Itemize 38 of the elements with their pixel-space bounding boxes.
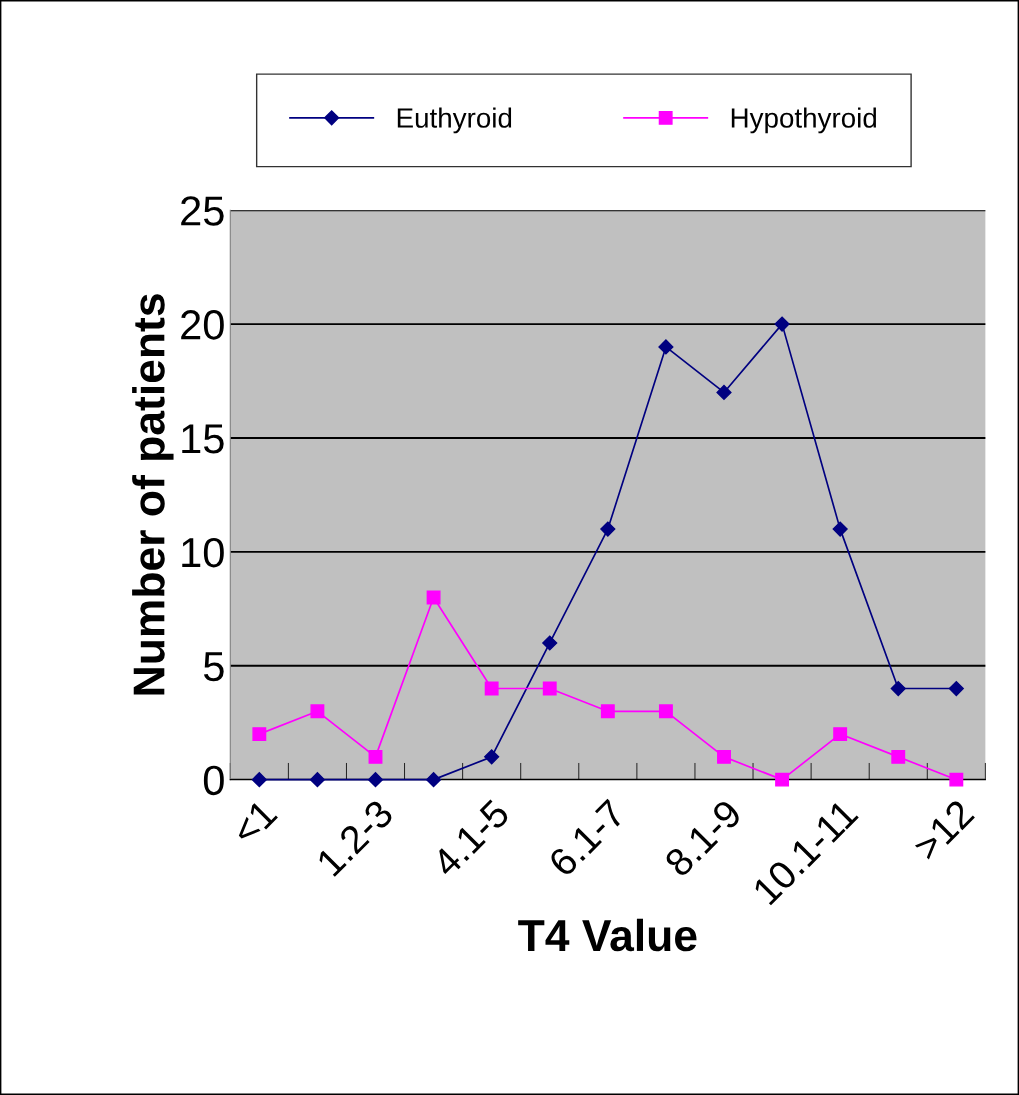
point bbox=[309, 772, 325, 788]
point bbox=[717, 749, 731, 764]
y-tick-label: 10 bbox=[182, 537, 224, 568]
point bbox=[890, 680, 906, 697]
y-tick-label: 15 bbox=[182, 424, 224, 454]
point bbox=[484, 749, 500, 765]
point bbox=[542, 681, 557, 696]
point bbox=[426, 772, 442, 788]
point bbox=[367, 772, 384, 788]
y-tick-label: 20 bbox=[181, 310, 224, 340]
point bbox=[368, 749, 383, 764]
legend-label: Euthyroid bbox=[397, 107, 512, 134]
point bbox=[774, 316, 790, 332]
point bbox=[891, 749, 906, 764]
point bbox=[251, 772, 267, 788]
point bbox=[833, 727, 848, 742]
y-axis-title: Number of patients bbox=[132, 294, 174, 695]
point bbox=[310, 704, 325, 719]
point bbox=[658, 339, 674, 355]
x-axis-title: T4 Value bbox=[518, 918, 697, 952]
point bbox=[600, 521, 616, 537]
y-tick-label: 25 bbox=[181, 196, 224, 226]
point bbox=[716, 384, 732, 401]
y-tick-label: 5 bbox=[203, 652, 224, 682]
point bbox=[542, 635, 558, 651]
point bbox=[658, 704, 673, 719]
y-tick-label: 0 bbox=[203, 765, 224, 796]
point bbox=[948, 680, 964, 697]
point bbox=[252, 727, 267, 742]
point bbox=[484, 681, 499, 696]
x-tick-label: <1 bbox=[230, 798, 278, 847]
point bbox=[775, 772, 790, 787]
legend-label: Hypothyroid bbox=[731, 107, 876, 134]
point bbox=[832, 521, 848, 537]
point bbox=[949, 772, 964, 787]
point bbox=[600, 704, 615, 719]
x-tick-label: >12 bbox=[911, 798, 975, 862]
point bbox=[426, 590, 441, 605]
